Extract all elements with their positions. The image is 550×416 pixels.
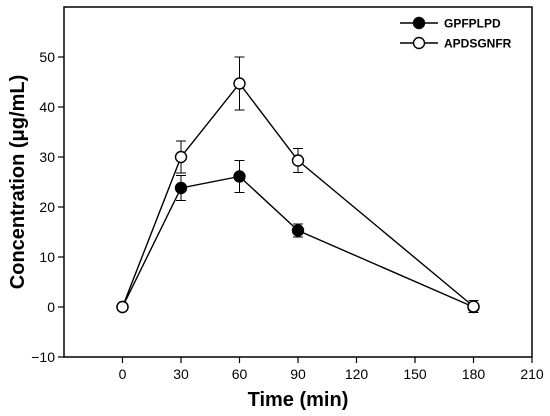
x-tick-label: 150 [403, 366, 427, 382]
legend-label: APDSGNFR [444, 37, 512, 51]
data-point [291, 224, 305, 237]
legend-marker [412, 16, 426, 30]
legend: GPFPLPD APDSGNFR [400, 17, 512, 51]
x-tick-label: 30 [173, 366, 189, 382]
series-line [121, 82, 474, 308]
y-tick-label: 50 [39, 49, 55, 65]
data-point [233, 170, 246, 183]
plot-frame [63, 6, 533, 358]
y-tick-label: −10 [31, 349, 55, 365]
x-tick-label: 90 [290, 366, 306, 382]
x-axis-ticks: 0 30 60 90 120 150 180 210 [119, 357, 544, 382]
x-tick-label: 60 [232, 366, 248, 382]
y-tick-label: 20 [39, 199, 55, 215]
x-tick-label: 0 [119, 366, 127, 382]
data-point [291, 154, 305, 167]
legend-label: GPFPLPD [444, 17, 501, 31]
series-apdsgnfr [116, 56, 480, 314]
y-tick-label: 30 [39, 149, 55, 165]
legend-item-gpfplpd: GPFPLPD [400, 17, 501, 31]
y-tick-label: 0 [47, 299, 55, 315]
y-tick-label: 40 [39, 99, 55, 115]
axes [63, 6, 533, 358]
y-axis-title: Concentration (μg/mL) [7, 75, 29, 289]
data-point [467, 300, 480, 313]
data-point [233, 77, 246, 90]
x-tick-label: 210 [520, 366, 544, 382]
x-axis-title: Time (min) [248, 389, 349, 411]
series-line [121, 175, 474, 308]
data-point [174, 181, 188, 195]
y-axis-ticks: −10 0 10 20 30 40 50 [31, 49, 64, 365]
x-tick-label: 120 [345, 366, 369, 382]
legend-marker [412, 36, 426, 50]
plot-area [116, 56, 480, 314]
data-point [116, 300, 129, 314]
x-tick-label: 180 [462, 366, 486, 382]
legend-item-apdsgnfr: APDSGNFR [400, 37, 512, 51]
data-point [174, 150, 188, 164]
y-tick-label: 10 [39, 249, 55, 265]
